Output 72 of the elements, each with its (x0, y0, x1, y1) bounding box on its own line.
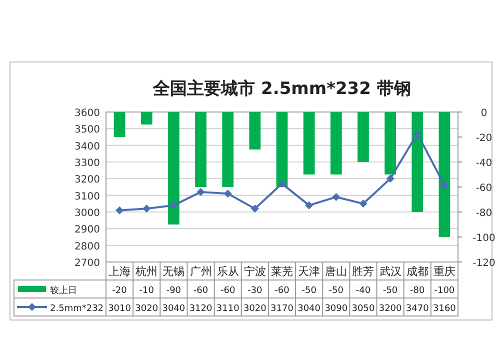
point (386, 174, 394, 183)
data-label: -80 (410, 286, 426, 296)
x-tick-label: 莱芜 (271, 265, 293, 278)
point (224, 190, 232, 198)
y-tick-label: 3600 (74, 108, 100, 119)
x-tick-label: 唐山 (325, 265, 348, 278)
y-tick-label: 3300 (74, 158, 100, 169)
data-label: 3020 (135, 304, 158, 314)
point (305, 201, 314, 210)
data-label: 3050 (352, 304, 375, 314)
x-tick-label: 武汉 (379, 265, 402, 278)
y2-tick-label: -120 (472, 258, 496, 269)
data-label: -100 (434, 286, 455, 296)
y-tick-label: 3500 (74, 124, 100, 136)
point (332, 193, 340, 201)
data-label: -50 (328, 286, 344, 296)
chart-title: 全国主要城市 2.5mm*232 带钢 (152, 79, 411, 99)
data-label: -60 (193, 286, 208, 296)
x-tick-label: 成都 (406, 265, 428, 278)
x-tick-label: 宁波 (244, 265, 266, 278)
data-label: 3120 (189, 304, 212, 314)
data-label: 3110 (216, 304, 240, 314)
y2-tick-label: -60 (476, 183, 492, 194)
point (170, 201, 178, 210)
data-label: 3200 (378, 304, 402, 314)
data-label: -90 (166, 286, 182, 296)
x-tick-label: 天津 (298, 265, 320, 278)
y-tick-label: 3200 (74, 174, 100, 186)
x-tick-label: 杭州 (134, 265, 158, 278)
data-label: -30 (248, 286, 263, 296)
data-label: 3160 (433, 304, 456, 314)
y-tick-label: 2700 (74, 258, 100, 269)
point (116, 206, 124, 214)
legend-label: 较上日 (50, 285, 77, 296)
point (250, 204, 259, 213)
point (196, 188, 205, 196)
x-tick-label: 胜芳 (352, 265, 374, 278)
data-label: 3090 (324, 304, 348, 314)
point (440, 181, 448, 190)
y-tick-label: 3400 (74, 141, 100, 152)
data-label: -40 (356, 286, 371, 296)
y2-tick-label: 0 (480, 108, 488, 119)
x-tick-label: 重庆 (433, 265, 456, 278)
y-tick-label: 3100 (74, 191, 100, 202)
point (142, 204, 151, 213)
data-label: -50 (382, 286, 398, 296)
x-tick-label: 无锡 (162, 265, 185, 278)
data-label: 3020 (243, 304, 267, 314)
point (413, 130, 422, 138)
data-label: 3040 (162, 304, 186, 314)
data-label: 3010 (108, 304, 132, 314)
data-label: -50 (302, 286, 317, 296)
data-label: 3170 (270, 304, 294, 314)
y-tick-label: 2900 (74, 224, 100, 236)
point (359, 200, 368, 208)
x-tick-label: 广州 (190, 265, 212, 278)
data-label: 3040 (298, 304, 321, 314)
x-tick-label: 乐从 (216, 265, 239, 278)
data-label: -20 (112, 286, 128, 296)
x-tick-label: 上海 (108, 265, 131, 278)
data-label: 3470 (406, 304, 430, 314)
data-label: -10 (139, 286, 154, 296)
y-tick-label: 3000 (74, 208, 100, 219)
y2-tick-label: -40 (476, 158, 492, 169)
data-label: -60 (274, 286, 290, 296)
y2-tick-label: -20 (476, 133, 492, 144)
y-tick-label: 2800 (74, 241, 100, 252)
legend-label: 2.5mm*232 (50, 304, 104, 314)
y2-tick-label: -100 (472, 233, 496, 244)
point (278, 180, 286, 188)
data-label: -60 (220, 286, 236, 296)
y2-tick-label: -80 (476, 208, 492, 219)
